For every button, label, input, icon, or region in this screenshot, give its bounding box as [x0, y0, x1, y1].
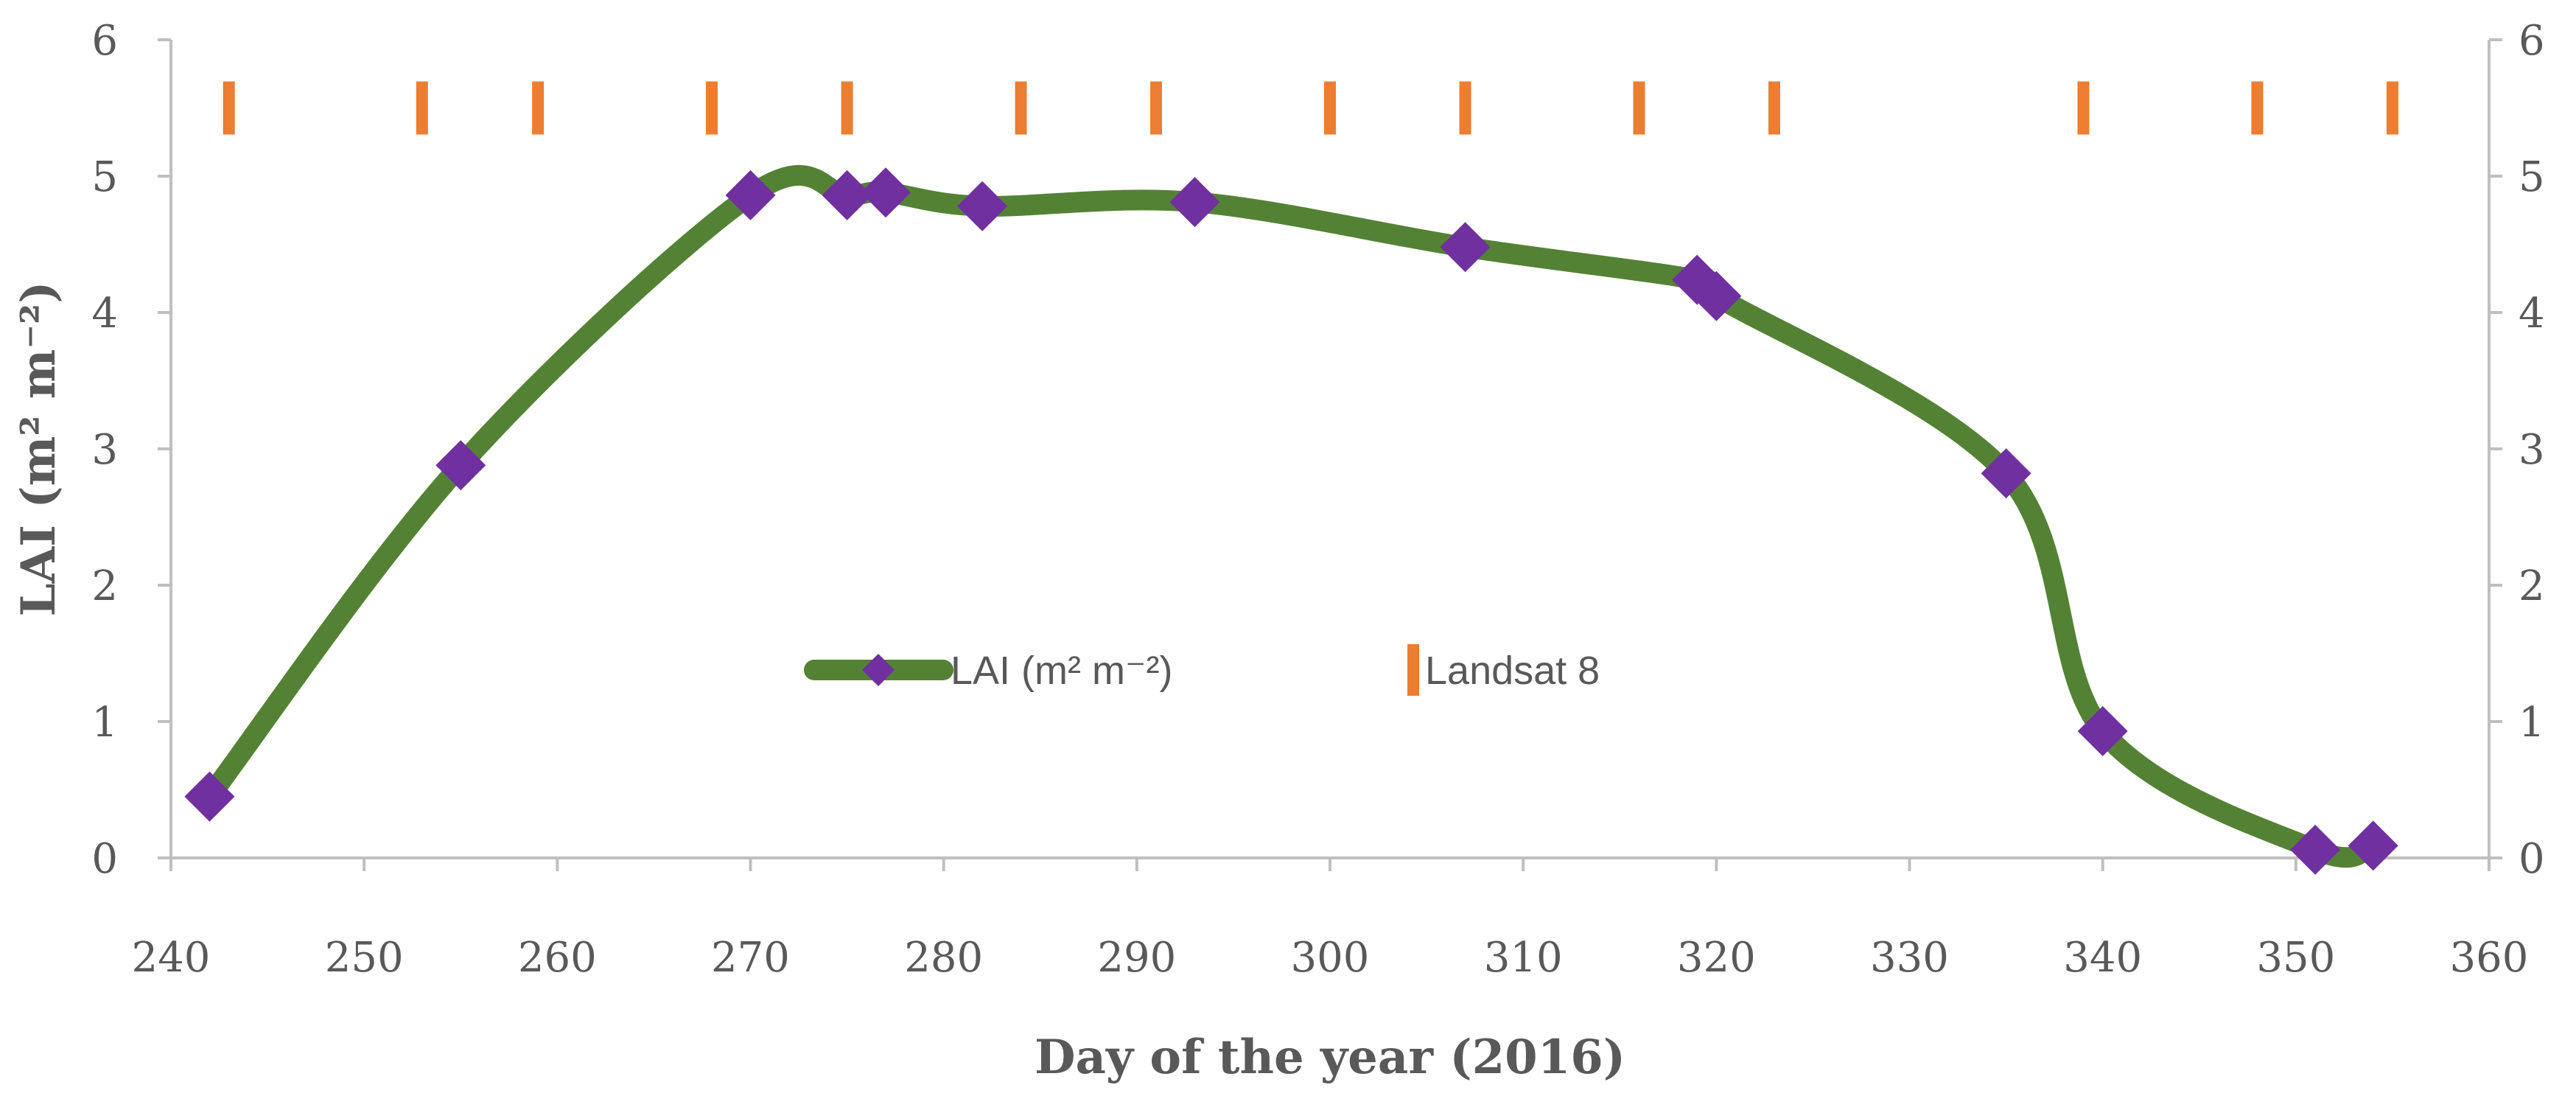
lai-point: [2077, 705, 2128, 756]
landsat-mark: [223, 81, 235, 135]
x-tick-label: 300: [1291, 934, 1370, 982]
x-tick-label: 250: [325, 934, 404, 982]
x-tick-label: 320: [1677, 934, 1756, 982]
lai-point: [2290, 824, 2341, 875]
y2-tick-label: 6: [2519, 17, 2545, 65]
lai-point: [957, 181, 1008, 231]
lai-point: [2348, 820, 2398, 871]
landsat-mark: [2077, 81, 2090, 135]
y2-tick-label: 5: [2519, 153, 2545, 201]
x-tick-label: 260: [518, 934, 597, 982]
landsat-mark: [1459, 81, 1471, 135]
y-axis-title: LAI (m² m⁻²): [11, 282, 66, 617]
x-tick-label: 240: [132, 934, 211, 982]
landsat-mark: [706, 81, 718, 135]
lai-point: [435, 440, 486, 491]
x-tick-label: 340: [2063, 934, 2142, 982]
landsat-mark: [2386, 81, 2398, 135]
legend-landsat-label: Landsat 8: [1425, 649, 1600, 693]
legend: LAI (m² m⁻²) Landsat 8: [804, 644, 1600, 696]
y-tick-label: 3: [91, 426, 118, 474]
x-tick-label: 360: [2450, 934, 2529, 982]
x-tick-label: 310: [1484, 934, 1563, 982]
landsat-marks: [223, 81, 2398, 135]
y-tick-label: 0: [91, 835, 118, 883]
x-tick-label: 330: [1870, 934, 1949, 982]
plot-area: [169, 40, 2491, 859]
y2-tick-label: 3: [2519, 426, 2545, 474]
y-tick-label: 6: [91, 17, 118, 65]
y2-tick-label: 0: [2519, 835, 2545, 883]
landsat-mark: [1768, 81, 1780, 135]
x-tick-label: 290: [1097, 934, 1176, 982]
legend-lai-marker: [862, 654, 895, 686]
x-tick-label: 280: [904, 934, 983, 982]
landsat-mark: [1015, 81, 1027, 135]
lai-point: [822, 170, 872, 220]
landsat-mark: [841, 81, 853, 135]
x-axis-ticks: 240 250 260 270 280 290 300 310 320 330 340 350 360: [132, 858, 2529, 982]
y2-axis-ticks: 0 1 2 3 4 5 6: [2489, 17, 2545, 883]
lai-point: [1981, 448, 2031, 499]
y2-tick-label: 2: [2519, 562, 2545, 610]
y-axis-ticks: 0 1 2 3 4 5 6: [91, 17, 171, 883]
y-tick-label: 4: [91, 290, 118, 338]
landsat-mark: [1324, 81, 1336, 135]
landsat-mark: [416, 81, 428, 135]
lai-series: [184, 164, 2398, 875]
legend-lai-label: LAI (m² m⁻²): [951, 649, 1172, 693]
y2-tick-label: 4: [2519, 290, 2545, 338]
landsat-mark: [2251, 81, 2264, 135]
landsat-mark: [1633, 81, 1645, 135]
lai-point: [1169, 177, 1220, 228]
y-tick-label: 1: [91, 699, 118, 747]
lai-point: [1440, 222, 1491, 273]
y2-tick-label: 1: [2519, 699, 2545, 747]
y-tick-label: 2: [91, 562, 118, 610]
x-tick-label: 270: [711, 934, 790, 982]
lai-point: [725, 170, 776, 220]
lai-line: [199, 164, 2384, 868]
lai-point: [1691, 270, 1742, 321]
lai-point: [184, 771, 235, 822]
y-tick-label: 5: [91, 153, 118, 201]
landsat-mark: [532, 81, 545, 135]
lai-point: [861, 167, 911, 218]
x-tick-label: 350: [2256, 934, 2335, 982]
landsat-mark: [1150, 81, 1163, 135]
legend-landsat-marker: [1407, 644, 1419, 696]
x-axis-title: Day of the year (2016): [1035, 1030, 1625, 1085]
